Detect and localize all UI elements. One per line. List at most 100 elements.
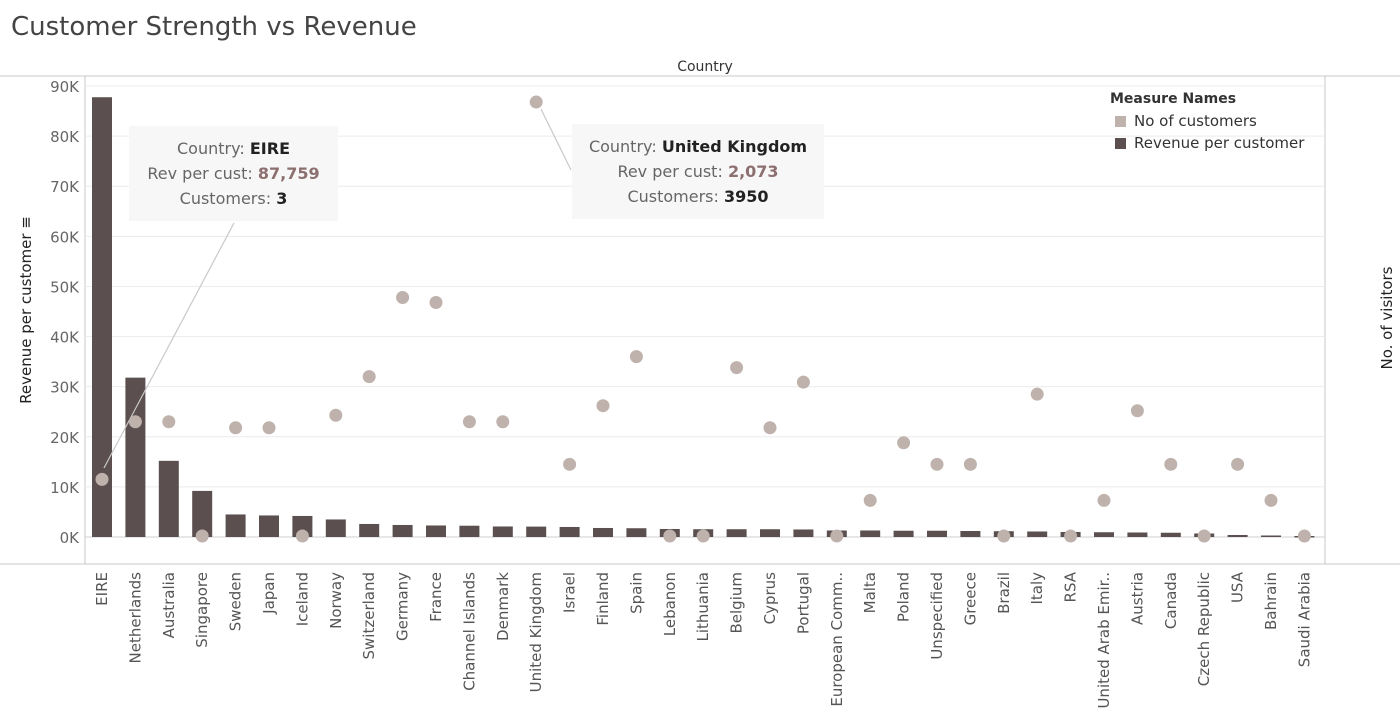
bar (426, 525, 446, 537)
tooltip-eire: Country: EIRE Rev per cust: 87,759 Custo… (129, 126, 338, 221)
y-tick-label: 70K (50, 178, 80, 196)
customer-point (529, 95, 543, 109)
x-tick-label: Channel Islands (460, 572, 478, 691)
tooltip-rev-label: Rev per cust: (617, 162, 723, 181)
x-tick-label: Norway (327, 572, 345, 629)
customer-point (963, 457, 977, 471)
tooltip-rev-row: Rev per cust: 2,073 (572, 159, 824, 184)
customer-point (663, 529, 677, 543)
tooltip-cust-label: Customers: (627, 187, 719, 206)
legend-label-customers: No of customers (1134, 112, 1257, 130)
bar (359, 523, 380, 537)
tooltip-country-row: Country: United Kingdom (572, 134, 824, 159)
tooltip-country-row: Country: EIRE (129, 136, 338, 161)
customer-point (1164, 457, 1178, 471)
x-tick-label: Belgium (728, 572, 746, 634)
bar (259, 515, 279, 537)
tooltip-cust-value: 3 (276, 189, 288, 208)
x-tick-label: Australia (160, 572, 178, 638)
customer-point (462, 415, 476, 429)
customer-point (429, 295, 443, 309)
x-tick-label: Israel (561, 572, 579, 613)
bar (793, 529, 814, 537)
bar (92, 97, 112, 538)
customer-point (1130, 404, 1144, 418)
x-tick-label: Singapore (193, 572, 211, 648)
legend-item-customers[interactable]: No of customers (1110, 110, 1304, 132)
x-tick-label: Italy (1028, 572, 1046, 605)
customer-point (596, 399, 610, 413)
customer-point (295, 529, 309, 543)
bar (893, 530, 914, 537)
bar (459, 525, 480, 537)
x-tick-label: European Comm.. (828, 572, 846, 707)
bar (1094, 532, 1114, 537)
tooltip-cust-row: Customers: 3950 (572, 184, 824, 209)
bar (325, 519, 346, 537)
y-tick-label: 60K (50, 228, 80, 246)
customer-point (1264, 493, 1278, 507)
customer-point (1097, 493, 1111, 507)
x-tick-label: Unspecified (928, 572, 946, 660)
x-tick-label: Netherlands (126, 572, 144, 664)
customer-point (730, 361, 744, 375)
customer-point (763, 421, 777, 435)
x-tick-label: Germany (394, 572, 412, 641)
y2-axis-title: No. of visitors (1378, 266, 1396, 369)
x-tick-label: Spain (627, 572, 645, 614)
customer-point (496, 415, 510, 429)
bar (927, 530, 947, 537)
customer-point (229, 421, 243, 435)
legend-title: Measure Names (1110, 91, 1237, 107)
legend-item-revenue[interactable]: Revenue per customer (1110, 132, 1304, 154)
x-tick-label: Finland (594, 572, 612, 626)
customer-point (95, 472, 109, 486)
x-tick-label: Portugal (794, 572, 812, 634)
x-tick-label: Brazil (995, 572, 1013, 614)
tooltip-country-label: Country: (176, 139, 245, 158)
customer-point (696, 529, 710, 543)
x-tick-label: USA (1229, 571, 1247, 603)
x-tick-label: Switzerland (360, 572, 378, 660)
bar (1160, 532, 1181, 537)
bar (1027, 531, 1048, 537)
customer-point (997, 529, 1011, 543)
bar (125, 377, 146, 537)
customer-point (195, 529, 209, 543)
legend-label-revenue: Revenue per customer (1134, 134, 1305, 152)
bar (626, 528, 647, 537)
x-tick-label: Lithuania (694, 572, 712, 641)
x-tick-label: Bahrain (1262, 572, 1280, 630)
bar (1261, 535, 1281, 537)
customer-point (796, 375, 810, 389)
customer-point (262, 421, 276, 435)
y-axis-title: Revenue per customer ≡ (17, 216, 35, 404)
bar (526, 526, 547, 537)
y-tick-label: 0K (60, 529, 81, 547)
x-tick-label: Cyprus (761, 572, 779, 625)
bar (1227, 534, 1248, 537)
customer-point (396, 290, 410, 304)
y-tick-label: 20K (50, 429, 80, 447)
legend-swatch-customers (1115, 115, 1126, 127)
y-tick-label: 40K (50, 329, 80, 347)
customer-point (362, 370, 376, 384)
x-tick-label: Malta (861, 572, 879, 613)
y-tick-label: 30K (50, 379, 80, 397)
customer-point (930, 457, 944, 471)
bar (492, 526, 513, 537)
y-tick-label: 50K (50, 278, 80, 296)
y-tick-label: 10K (50, 479, 80, 497)
y-tick-label: 80K (50, 128, 80, 146)
x-tick-label: Denmark (494, 572, 512, 641)
bar (158, 460, 179, 537)
customer-point (830, 529, 844, 543)
x-tick-label: EIRE (93, 572, 111, 606)
bar (292, 515, 313, 537)
x-tick-label: Greece (961, 572, 979, 625)
bar (392, 524, 413, 537)
x-tick-label: Poland (895, 572, 913, 622)
tooltip-leader-line (103, 222, 235, 469)
column-header: Country (677, 59, 733, 75)
